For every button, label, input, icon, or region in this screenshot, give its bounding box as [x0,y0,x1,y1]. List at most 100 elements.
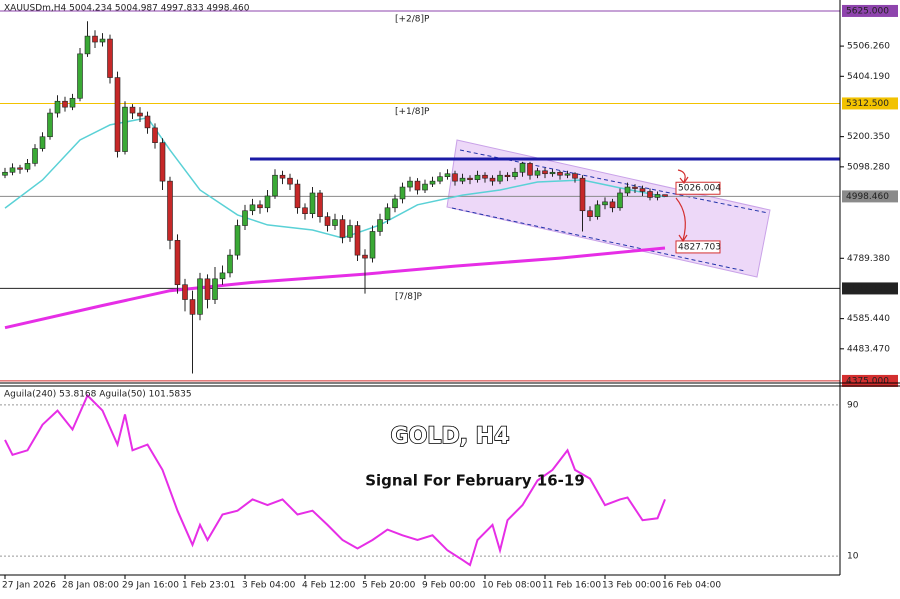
x-tick-label: 5 Feb 20:00 [362,581,416,591]
level-label: 5625.000 [846,6,889,16]
candle-body [84,35,91,55]
y-tick-label: 90 [847,400,859,410]
candle-body [257,204,263,209]
level-label: 4375.000 [846,376,889,386]
candle-body [497,174,503,182]
candle-body [182,284,188,300]
candle-body [519,163,526,173]
candle-body [287,177,293,185]
candle-body [114,77,121,152]
candle-body [32,148,38,164]
y-tick-label: 5506.260 [847,42,890,52]
candle-body [459,177,466,182]
candle-body [414,180,421,191]
y-tick-label: 4585.440 [847,314,890,324]
ma-line [4,116,666,239]
x-tick-label: 27 Jan 2026 [2,581,56,591]
candle-body [294,183,301,209]
candle-body [609,201,616,209]
candle-body [369,231,376,259]
candle-body [504,174,511,178]
candle-body [647,191,653,198]
candle-body [129,106,136,114]
annotation-box [675,181,721,195]
level-box [842,282,898,295]
level-box [842,374,898,387]
candle-body [332,219,338,226]
level-box [842,190,898,203]
arrow [675,197,686,241]
candle-body [2,171,8,176]
y-tick-label: 10 [847,552,859,562]
candle-body [542,170,548,175]
candle-body [384,207,391,220]
candle-body [17,167,23,170]
x-tick-label: 11 Feb 16:00 [542,581,601,591]
candle-body [62,100,68,108]
candle-body [137,112,143,117]
level-box [842,4,898,17]
candle-body [564,173,571,176]
level-box [842,97,898,110]
level-label: 4998.460 [846,192,889,202]
candle-body [549,171,556,175]
candle-body [159,142,166,182]
x-tick-label: 1 Feb 23:01 [182,581,235,591]
candle-body [662,194,668,197]
ma-line [4,246,666,330]
x-tick-label: 28 Jan 08:00 [62,581,119,591]
y-tick-label: 5404.190 [847,72,890,82]
candle-body [189,299,196,315]
chart-subtitle: Signal For February 16-19 [365,472,585,490]
candle-body [167,180,173,241]
candle-body [407,180,413,188]
y-tick-label: 5200.350 [847,132,890,142]
candle-body [174,240,181,286]
candle-body [452,173,458,182]
candle-body [437,176,443,182]
candle-body [594,204,601,217]
candle-body [422,183,428,191]
candle-body [362,254,368,259]
candle-body [99,38,106,43]
plot: 5506.260 5404.190 5200.350 5098.280 4789.380… [0,4,898,591]
annotation-box [675,240,721,254]
candle-body [392,198,398,209]
candle-body [557,171,563,176]
y-tick-label: 4483.470 [847,344,890,354]
level-label: 4687.500 [846,284,889,294]
candle-body [347,225,353,238]
channel-line [451,207,746,272]
candle-body [144,115,151,129]
candle-body [587,210,593,217]
candle-body [489,177,496,182]
candle-body [444,173,451,178]
candle-body [69,97,76,108]
candle-body [624,186,631,194]
candle-body [527,163,533,176]
candle-body [572,173,578,179]
candle-body [377,219,383,232]
candle-body [227,254,233,274]
candle-body [249,204,256,212]
annotation-label: 5026.004 [678,184,721,194]
candle-body [197,278,203,315]
x-tick-label: 29 Jan 16:00 [122,581,179,591]
candle-body [264,195,271,209]
candle-body [602,201,608,206]
candle-body [654,194,661,198]
candle-body [39,136,46,149]
candle-body [54,100,61,114]
x-tick-label: 16 Feb 04:00 [662,581,721,591]
y-tick-label: 5098.280 [847,162,890,172]
candle-body [534,170,541,176]
candle-body [399,186,406,200]
candle-body [579,177,586,212]
candle-body [632,186,638,189]
x-tick-label: 10 Feb 08:00 [482,581,541,591]
candle-body [339,219,346,238]
candle-body [467,177,473,180]
candle-body [474,174,481,180]
candle-body [317,192,323,217]
